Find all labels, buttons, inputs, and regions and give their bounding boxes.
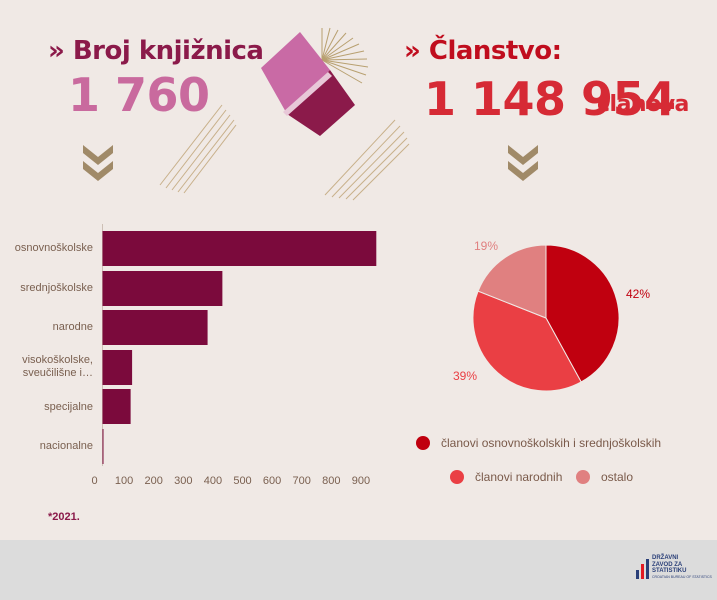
legend-item: članovi narodnih bbox=[450, 470, 562, 484]
bar-category-label: nacionalne bbox=[39, 440, 93, 452]
members-unit: članova bbox=[597, 92, 689, 117]
dzs-logo: DRŽAVNI ZAVOD ZA STATISTIKU CROATIAN BUR… bbox=[636, 555, 712, 579]
x-tick-label: 300 bbox=[174, 475, 193, 487]
pie-slice bbox=[545, 244, 620, 383]
bar bbox=[102, 231, 377, 266]
bar-category-label: osnovnoškolske bbox=[14, 242, 93, 254]
hatch-decoration bbox=[159, 104, 410, 201]
chevron-down-icon bbox=[508, 145, 538, 181]
legend-swatch bbox=[416, 436, 430, 450]
pie-slice bbox=[477, 244, 547, 319]
legend-item: članovi osnovnoškolskih i srednjoškolski… bbox=[416, 436, 661, 450]
x-tick-label: 800 bbox=[322, 475, 341, 487]
chevron-down-icon bbox=[83, 145, 113, 181]
x-tick-label: 700 bbox=[292, 475, 311, 487]
libraries-title-text: Broj knjižnica bbox=[72, 36, 264, 66]
x-tick-label: 200 bbox=[144, 475, 163, 487]
x-tick-label: 500 bbox=[233, 475, 252, 487]
bar-category-label: srednjoškolske bbox=[20, 282, 93, 294]
legend-swatch bbox=[450, 470, 464, 484]
x-tick-label: 900 bbox=[351, 475, 371, 487]
libraries-value: 1 760 bbox=[68, 68, 210, 122]
x-tick-label: 400 bbox=[203, 475, 223, 487]
pie-data-label: 42% bbox=[626, 287, 651, 301]
members-title-text: Članstvo: bbox=[428, 36, 562, 66]
bar-series bbox=[102, 231, 377, 464]
x-tick-label: 0 bbox=[91, 475, 98, 487]
logo-line: ZAVOD ZA bbox=[652, 561, 683, 568]
bar bbox=[102, 310, 208, 345]
legend-label: ostalo bbox=[601, 470, 634, 484]
pie-slice bbox=[472, 290, 582, 392]
x-tick-label: 100 bbox=[114, 475, 134, 487]
pie-data-label: 19% bbox=[474, 239, 499, 253]
logo-subline: CROATIAN BUREAU OF STATISTICS bbox=[652, 574, 712, 579]
logo-bars-icon bbox=[636, 555, 649, 579]
pie-chart bbox=[472, 244, 620, 392]
bar bbox=[102, 350, 133, 385]
pie-data-label: 39% bbox=[453, 369, 478, 383]
footer-band bbox=[0, 540, 717, 600]
bar-category-label: narodne bbox=[52, 321, 93, 333]
title-prefix-icon: » bbox=[48, 36, 65, 66]
title-prefix-icon: » bbox=[404, 36, 421, 66]
legend-label: članovi narodnih bbox=[475, 470, 563, 484]
bar bbox=[102, 271, 223, 306]
legend-item: ostalo bbox=[576, 470, 633, 484]
book-illustration-icon bbox=[261, 27, 369, 136]
bar-category-label: specijalne bbox=[44, 401, 93, 413]
x-tick-label: 600 bbox=[262, 475, 282, 487]
legend-label: članovi osnovnoškolskih i srednjoškolski… bbox=[441, 436, 662, 450]
bar-category-label: visokoškolske, sveučilišne i… bbox=[22, 354, 93, 379]
bar bbox=[102, 389, 131, 424]
members-value: 1 148 954 bbox=[424, 72, 676, 126]
bar bbox=[102, 429, 104, 464]
members-title: » Članstvo: bbox=[404, 36, 562, 66]
libraries-title: » Broj knjižnica bbox=[48, 36, 264, 66]
logo-line: STATISTIKU bbox=[652, 568, 687, 574]
footnote: *2021. bbox=[48, 511, 80, 523]
logo-line: DRŽAVNI bbox=[652, 555, 679, 561]
legend-swatch bbox=[576, 470, 590, 484]
